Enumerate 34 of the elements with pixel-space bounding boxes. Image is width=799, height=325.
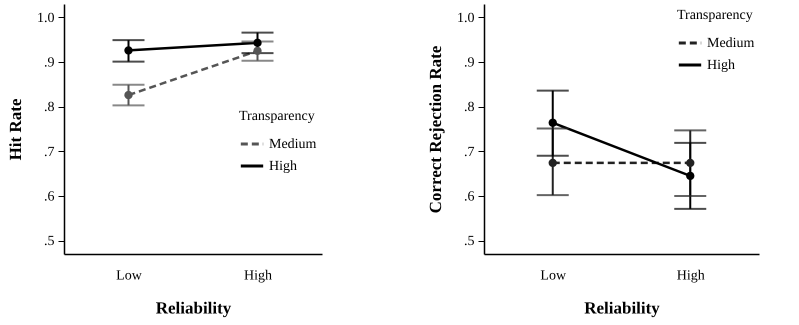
- x-axis-title: Reliability: [156, 298, 232, 318]
- legend-label: Medium: [269, 137, 317, 152]
- x-tick-label: Low: [540, 268, 567, 284]
- point: [548, 118, 557, 127]
- y-tick-label: .7: [464, 144, 474, 160]
- legend-title: Transparency: [677, 8, 753, 23]
- legend-title: Transparency: [239, 109, 315, 124]
- point: [686, 158, 694, 168]
- point: [548, 158, 557, 168]
- point: [124, 90, 133, 100]
- y-tick-label: .8: [44, 100, 54, 116]
- y-tick-label: .9: [44, 56, 54, 71]
- legend-label: Medium: [707, 36, 755, 51]
- y-axis-title: Hit Rate: [6, 98, 25, 160]
- legend-label: High: [269, 159, 297, 174]
- y-tick-label: .6: [464, 189, 474, 204]
- point: [253, 38, 262, 48]
- x-axis-title: Reliability: [584, 298, 660, 318]
- point: [686, 172, 694, 180]
- y-tick-label: .6: [44, 189, 54, 204]
- point: [253, 46, 262, 56]
- y-tick-label: .9: [464, 56, 474, 71]
- x-tick-label: High: [244, 268, 272, 284]
- y-tick-label: .8: [464, 100, 474, 116]
- x-tick-label: Low: [116, 268, 143, 284]
- legend-label: High: [707, 58, 735, 73]
- y-tick-label: .5: [464, 234, 474, 250]
- y-tick-label: 1.0: [457, 10, 474, 26]
- y-tick-label: .5: [44, 234, 54, 250]
- x-tick-label: High: [676, 268, 705, 284]
- y-tick-label: 1.0: [37, 10, 54, 26]
- y-axis-title: Correct Rejection Rate: [426, 45, 445, 214]
- y-tick-label: .7: [44, 144, 54, 160]
- point: [124, 46, 133, 55]
